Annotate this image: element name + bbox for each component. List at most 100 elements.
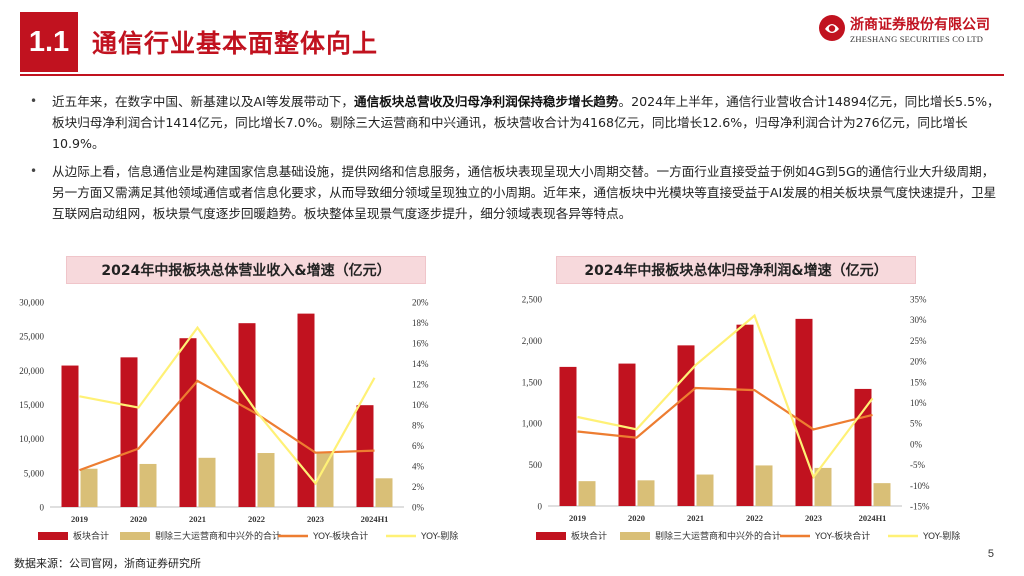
bar-excluded bbox=[375, 478, 393, 507]
bullet-item: • 近五年来，在数字中国、新基建以及AI等发展带动下，通信板块总营收及归母净利润… bbox=[30, 91, 1002, 154]
y-tick-label-right: 10% bbox=[412, 400, 429, 410]
y-tick-label-right: 10% bbox=[910, 398, 927, 408]
y-tick-label-right: 30% bbox=[910, 315, 927, 325]
bar-excluded bbox=[257, 453, 275, 507]
legend-swatch bbox=[38, 532, 68, 540]
bar-total bbox=[120, 357, 138, 507]
y-tick-label-left: 10,000 bbox=[19, 434, 44, 444]
bar-total bbox=[179, 338, 197, 507]
y-tick-label-right: 20% bbox=[910, 357, 927, 367]
line-yoy-excluded bbox=[79, 325, 376, 486]
x-tick-label: 2020 bbox=[130, 514, 147, 524]
y-tick-label-left: 2,500 bbox=[522, 295, 543, 305]
bar-total bbox=[61, 365, 79, 507]
y-tick-label-left: 1,000 bbox=[522, 419, 543, 429]
x-tick-label: 2024H1 bbox=[859, 513, 887, 523]
bullet-item: • 从边际上看，信息通信业是构建国家信息基础设施，提供网络和信息服务，通信板块表… bbox=[30, 161, 1002, 224]
y-tick-label-right: 8% bbox=[412, 421, 425, 431]
bar-excluded bbox=[198, 457, 216, 507]
company-logo: 浙商证券股份有限公司 ZHESHANG SECURITIES CO LTD bbox=[818, 12, 1008, 52]
x-tick-label: 2023 bbox=[307, 514, 324, 524]
legend-label: 板块合计 bbox=[571, 530, 607, 542]
bullet-text: 近五年来，在数字中国、新基建以及AI等发展带动下， bbox=[52, 94, 354, 109]
y-tick-label-right: 16% bbox=[412, 339, 429, 349]
y-tick-label-right: 20% bbox=[412, 298, 429, 308]
bar-excluded bbox=[814, 467, 832, 506]
bar-total bbox=[736, 324, 754, 506]
y-tick-label-left: 1,500 bbox=[522, 377, 543, 387]
legend-label: YOY-板块合计 bbox=[814, 530, 870, 542]
y-tick-label-right: 25% bbox=[910, 336, 927, 346]
y-tick-label-left: 20,000 bbox=[19, 366, 44, 376]
logo-name-cn: 浙商证券股份有限公司 bbox=[850, 17, 990, 33]
bullet-list: • 近五年来，在数字中国、新基建以及AI等发展带动下，通信板块总营收及归母净利润… bbox=[30, 91, 1002, 231]
y-tick-label-left: 30,000 bbox=[19, 298, 44, 308]
x-tick-label: 2021 bbox=[189, 514, 206, 524]
y-tick-label-right: 18% bbox=[412, 318, 429, 328]
y-tick-label-left: 5,000 bbox=[24, 468, 45, 478]
legend-swatch bbox=[620, 532, 650, 540]
x-tick-label: 2022 bbox=[248, 514, 265, 524]
y-tick-label-right: 0% bbox=[910, 439, 923, 449]
y-tick-label-left: 15,000 bbox=[19, 400, 44, 410]
chart-title-profit: 2024年中报板块总体归母净利润&增速（亿元） bbox=[556, 256, 916, 284]
legend-swatch bbox=[120, 532, 150, 540]
y-tick-label-right: 0% bbox=[412, 503, 425, 513]
bullet-text: 从边际上看，信息通信业是构建国家信息基础设施，提供网络和信息服务，通信板块表现呈… bbox=[52, 164, 997, 221]
bar-total bbox=[618, 363, 636, 506]
x-tick-label: 2022 bbox=[746, 513, 763, 523]
y-tick-label-left: 500 bbox=[529, 460, 543, 470]
bar-total bbox=[795, 318, 813, 506]
x-tick-label: 2024H1 bbox=[361, 514, 389, 524]
section-number: 1.1 bbox=[20, 12, 78, 72]
bar-excluded bbox=[80, 468, 98, 507]
chart-title-revenue: 2024年中报板块总体营业收入&增速（亿元） bbox=[66, 256, 426, 284]
line-yoy-total bbox=[79, 379, 375, 472]
legend-label: 剔除三大运营商和中兴外的合计 bbox=[655, 530, 781, 542]
y-tick-label-right: 2% bbox=[412, 482, 425, 492]
y-tick-label-right: 6% bbox=[412, 441, 425, 451]
legend-label: YOY-剔除 bbox=[922, 530, 960, 542]
logo-name-en: ZHESHANG SECURITIES CO LTD bbox=[850, 34, 984, 44]
data-source: 数据来源：公司官网，浙商证券研究所 bbox=[14, 557, 201, 570]
bar-excluded bbox=[316, 451, 334, 507]
y-tick-label-right: 14% bbox=[412, 359, 429, 369]
y-tick-label-left: 2,000 bbox=[522, 336, 543, 346]
x-tick-label: 2019 bbox=[71, 514, 88, 524]
bar-total bbox=[677, 345, 695, 506]
y-tick-label-right: -10% bbox=[910, 481, 930, 491]
x-tick-label: 2021 bbox=[687, 513, 704, 523]
line-yoy-total bbox=[577, 386, 873, 439]
bar-total bbox=[297, 313, 315, 507]
y-tick-label-left: 25,000 bbox=[19, 332, 44, 342]
profit-chart: 0 500 1,000 1,500 2,000 2,500 -15% -10% -5% 0% 5% 1… bbox=[522, 295, 961, 543]
y-tick-label-left: 0 bbox=[40, 503, 45, 513]
bullet-dot-icon: • bbox=[30, 94, 38, 108]
y-tick-label-right: 5% bbox=[910, 419, 923, 429]
y-tick-label-right: -5% bbox=[910, 460, 925, 470]
logo-mark-icon bbox=[819, 15, 845, 41]
bar-excluded bbox=[637, 480, 655, 506]
bar-excluded bbox=[755, 465, 773, 506]
legend-label: YOY-剔除 bbox=[420, 530, 458, 542]
page-title: 通信行业基本面整体向上 bbox=[92, 29, 379, 58]
y-tick-label-left: 0 bbox=[538, 502, 543, 512]
title-divider bbox=[20, 74, 1004, 76]
y-tick-label-right: -15% bbox=[910, 502, 930, 512]
bar-excluded bbox=[696, 474, 714, 506]
x-tick-label: 2020 bbox=[628, 513, 645, 523]
x-tick-label: 2023 bbox=[805, 513, 822, 523]
bar-excluded bbox=[578, 481, 596, 506]
y-tick-label-right: 35% bbox=[910, 295, 927, 305]
line-yoy-excluded bbox=[577, 313, 874, 480]
bar-total bbox=[238, 323, 256, 507]
legend-swatch bbox=[536, 532, 566, 540]
y-tick-label-right: 4% bbox=[412, 462, 425, 472]
x-tick-label: 2019 bbox=[569, 513, 586, 523]
bar-total bbox=[559, 366, 577, 506]
y-tick-label-right: 15% bbox=[910, 377, 927, 387]
revenue-chart: 0 5,000 10,000 15,000 20,000 25,000 30,000 0% 2%… bbox=[19, 298, 458, 543]
y-tick-label-right: 12% bbox=[412, 380, 429, 390]
legend-label: 板块合计 bbox=[73, 530, 109, 542]
bar-total bbox=[356, 405, 374, 507]
